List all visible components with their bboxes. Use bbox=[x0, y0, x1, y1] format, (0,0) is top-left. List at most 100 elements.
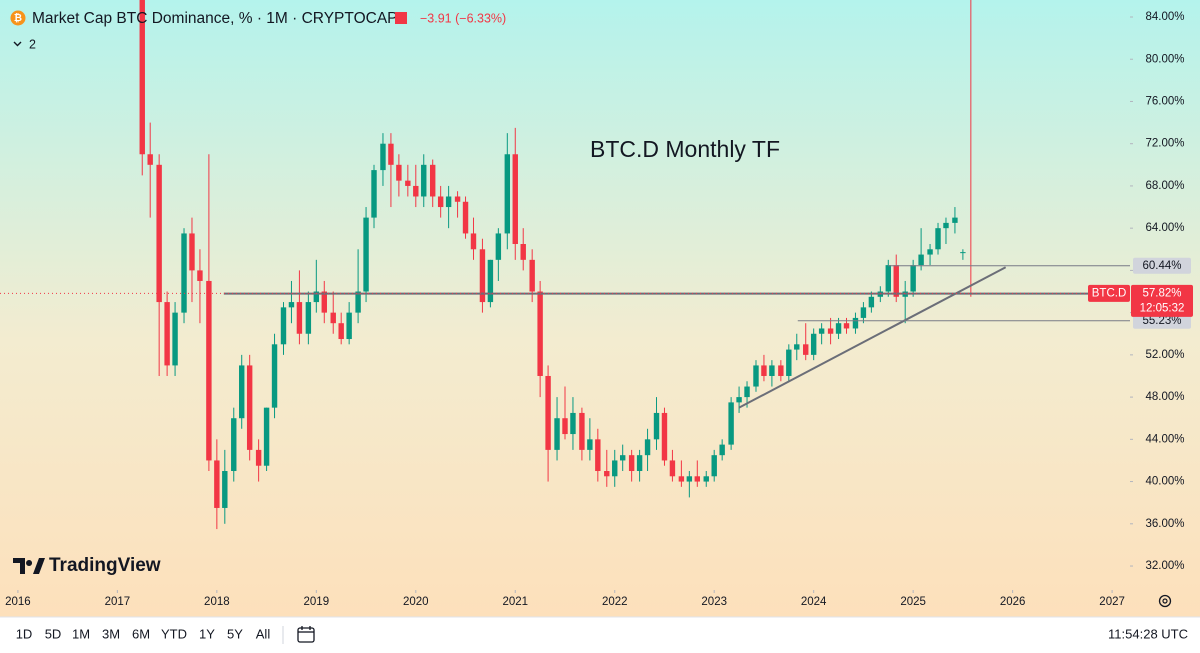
candle-body bbox=[827, 328, 834, 334]
candle-body bbox=[604, 471, 610, 477]
candle-body bbox=[694, 476, 701, 482]
trendline bbox=[738, 266, 1007, 409]
candle-body bbox=[189, 233, 195, 271]
candle-body bbox=[893, 265, 899, 297]
candle-body bbox=[935, 228, 941, 250]
candle-body bbox=[504, 154, 511, 234]
candle-body bbox=[197, 270, 203, 281]
candle-body bbox=[736, 397, 742, 403]
candle-body bbox=[263, 407, 270, 466]
y-tick-label: 48.00% bbox=[1145, 391, 1184, 403]
candle-body bbox=[462, 201, 469, 234]
candle-body bbox=[868, 296, 875, 308]
candle-body bbox=[728, 402, 734, 445]
range-button[interactable]: YTD bbox=[161, 626, 187, 641]
candle-body bbox=[562, 418, 568, 435]
y-tick-label: 32.00% bbox=[1145, 560, 1184, 572]
candle-body bbox=[520, 244, 526, 260]
candle-body bbox=[321, 291, 327, 313]
y-tick-label: 76.00% bbox=[1145, 95, 1184, 107]
candle-body bbox=[255, 449, 262, 466]
candle-body bbox=[363, 217, 369, 292]
y-tick-label: 44.00% bbox=[1145, 433, 1184, 445]
candle-body bbox=[619, 455, 626, 461]
candle-body bbox=[545, 375, 551, 450]
candle-body bbox=[495, 233, 502, 260]
range-button[interactable]: 3M bbox=[102, 626, 120, 641]
settings-icon[interactable] bbox=[1158, 594, 1172, 608]
candle-body bbox=[512, 154, 518, 245]
candle-body bbox=[628, 455, 635, 472]
y-tick-label: 72.00% bbox=[1145, 138, 1184, 150]
range-button[interactable]: 5D bbox=[45, 626, 62, 641]
range-button[interactable]: 5Y bbox=[227, 626, 243, 641]
range-button[interactable]: 1M bbox=[72, 626, 90, 641]
candle-body bbox=[388, 143, 394, 165]
candle-body bbox=[296, 302, 303, 334]
y-tick-label: 36.00% bbox=[1145, 518, 1184, 530]
date-range-icon[interactable] bbox=[297, 626, 315, 643]
candle-body bbox=[719, 444, 725, 456]
x-tick-label: 2021 bbox=[502, 596, 528, 608]
last-price-label: 57.82% bbox=[1142, 287, 1181, 299]
bottom-toolbar bbox=[0, 617, 1200, 653]
candle-body bbox=[470, 233, 477, 250]
y-tick-label: 84.00% bbox=[1145, 11, 1184, 23]
range-button[interactable]: 1Y bbox=[199, 626, 215, 641]
price-level-badge bbox=[1133, 257, 1191, 274]
candle-body bbox=[711, 455, 717, 477]
candle-body bbox=[960, 252, 966, 254]
candle-body bbox=[147, 154, 153, 165]
candle-body bbox=[943, 222, 949, 229]
candle-body bbox=[288, 302, 295, 308]
candle-body bbox=[421, 164, 427, 197]
candle-body bbox=[231, 418, 237, 472]
candle-body bbox=[371, 170, 377, 218]
x-tick-label: 2023 bbox=[701, 596, 727, 608]
candle-body bbox=[860, 307, 867, 318]
candle-body bbox=[413, 185, 419, 197]
candle-body bbox=[330, 312, 336, 324]
candle-body bbox=[139, 0, 145, 155]
candle-body bbox=[678, 476, 685, 482]
candle-body bbox=[346, 312, 352, 340]
tradingview-logo: TradingView bbox=[13, 555, 161, 576]
candle-body bbox=[338, 323, 344, 340]
candle-body bbox=[753, 365, 759, 387]
symbol-badge bbox=[1088, 284, 1130, 302]
symbol-label: BTC.D bbox=[1092, 287, 1127, 299]
candle-body bbox=[239, 365, 245, 419]
candle-body bbox=[554, 418, 560, 450]
range-button[interactable]: 1D bbox=[16, 626, 33, 641]
candle-body bbox=[454, 196, 461, 202]
candle-body bbox=[313, 291, 320, 303]
candle-body bbox=[669, 460, 676, 477]
logo-text: TradingView bbox=[49, 555, 161, 576]
candle-body bbox=[612, 460, 618, 477]
clock: 11:54:28 UTC bbox=[1108, 626, 1188, 641]
indicator-toggle[interactable] bbox=[13, 41, 22, 47]
candle-body bbox=[927, 249, 933, 255]
price-level-label: 55.23% bbox=[1142, 315, 1181, 327]
last-price-badge bbox=[1131, 284, 1193, 317]
candle-body bbox=[429, 164, 436, 197]
candle-body bbox=[570, 412, 576, 435]
candle-body bbox=[761, 365, 767, 376]
chart-background bbox=[0, 0, 1200, 617]
x-tick-label: 2018 bbox=[204, 596, 230, 608]
candle-body bbox=[537, 291, 543, 376]
range-button[interactable]: All bbox=[256, 626, 271, 641]
overlay: 32.00%36.00%40.00%44.00%48.00%52.00%56.0… bbox=[5, 11, 1193, 608]
candle-body bbox=[172, 312, 178, 366]
range-button[interactable]: 6M bbox=[132, 626, 150, 641]
candle-body bbox=[156, 164, 162, 303]
chart-title: Market Cap BTC Dominance, % · 1M · CRYPT… bbox=[32, 10, 398, 27]
candle-body bbox=[164, 302, 170, 366]
x-tick-label: 2022 bbox=[602, 596, 628, 608]
indicator-count[interactable]: 2 bbox=[29, 37, 36, 51]
countdown: 12:05:32 bbox=[1140, 302, 1185, 314]
candle-body bbox=[206, 280, 212, 461]
candle-body bbox=[803, 344, 809, 355]
candle-body bbox=[644, 439, 651, 456]
